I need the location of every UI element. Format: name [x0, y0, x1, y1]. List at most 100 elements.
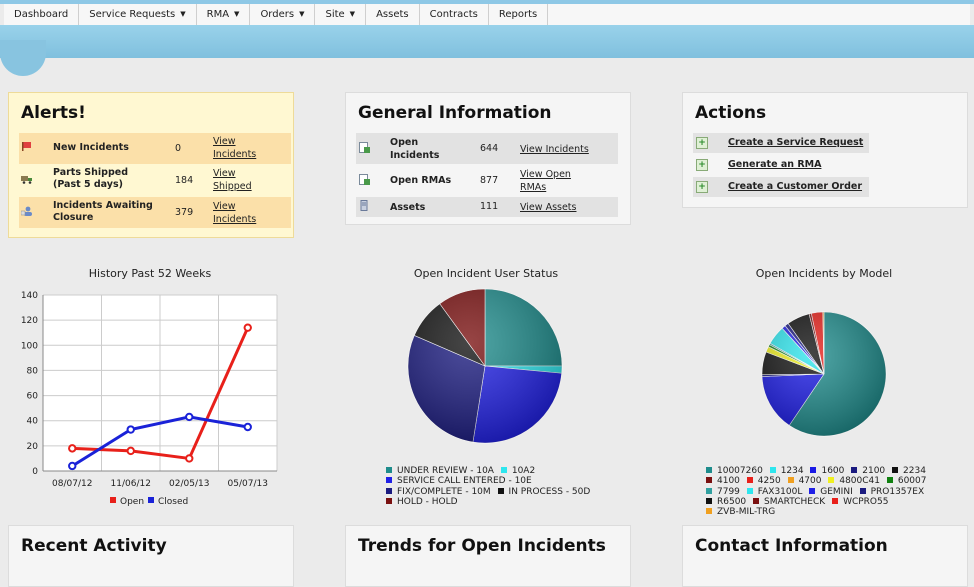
- general-information-title: General Information: [358, 103, 552, 123]
- model-legend: 10007260 1234 1600 2100 2234 4100 4250 4…: [706, 466, 946, 517]
- y-tick-label: 120: [21, 316, 38, 326]
- chevron-down-icon: ▼: [180, 10, 186, 18]
- legend-swatch: [386, 487, 392, 494]
- create-service-request-link[interactable]: Create a Service Request: [728, 137, 864, 148]
- legend-swatch: [832, 497, 839, 504]
- history-chart-title: History Past 52 Weeks: [88, 267, 212, 280]
- nav-reports[interactable]: Reports: [489, 4, 549, 25]
- nav-service-requests[interactable]: Service Requests ▼: [79, 4, 197, 25]
- generate-rma-link[interactable]: Generate an RMA: [728, 159, 822, 170]
- general-information-panel: General Information Open Incidents 644 Vi…: [345, 92, 631, 225]
- legend-item: 4700: [787, 476, 822, 487]
- alerts-title: Alerts!: [21, 103, 86, 123]
- legend-swatch: [746, 477, 753, 484]
- recent-activity-panel: Recent Activity: [8, 525, 294, 587]
- general-label: Open RMAs: [390, 175, 452, 186]
- view-assets-link[interactable]: View Assets: [520, 202, 577, 213]
- legend-swatch: [828, 477, 835, 484]
- legend-label: 7799: [717, 486, 740, 497]
- legend-item: 7799: [706, 487, 740, 497]
- add-icon: +: [696, 159, 708, 171]
- legend-item: 1600: [810, 466, 844, 476]
- general-row-open-rmas: Open RMAs 877 View Open RMAs: [356, 165, 618, 196]
- y-tick-label: 40: [27, 417, 39, 427]
- pie-shading: [762, 312, 886, 436]
- data-point-closed: [68, 461, 77, 471]
- alert-value: 379: [175, 207, 194, 218]
- legend-swatch: [148, 497, 154, 503]
- legend-item: 60007: [886, 476, 927, 487]
- data-point-closed: [185, 412, 194, 422]
- create-customer-order-link[interactable]: Create a Customer Order: [728, 181, 863, 192]
- x-tick-label: 05/07/13: [228, 479, 268, 489]
- legend-item: IN PROCESS - 50D: [497, 486, 591, 497]
- data-point-open: [185, 454, 194, 463]
- legend-item: SERVICE CALL ENTERED - 10E: [386, 476, 532, 486]
- legend-label: 2234: [903, 466, 926, 476]
- legend-swatch: [386, 477, 392, 484]
- main-nav-bar: Dashboard Service Requests ▼ RMA ▼ Orders ▼ Sit…: [4, 4, 970, 26]
- user-status-pie-chart: [407, 288, 563, 444]
- legend-label: PRO1357EX: [870, 486, 925, 497]
- view-open-rmas-link[interactable]: View Open RMAs: [520, 169, 571, 193]
- legend-swatch: [753, 497, 760, 504]
- legend-label: HOLD - HOLD: [397, 496, 458, 507]
- legend-label: SERVICE CALL ENTERED - 10E: [397, 476, 532, 487]
- legend-label: SMARTCHECK: [764, 496, 826, 507]
- alert-value: 0: [175, 143, 182, 154]
- action-create-customer-order[interactable]: + Create a Customer Order: [693, 177, 869, 197]
- action-generate-rma[interactable]: + Generate an RMA: [693, 155, 869, 175]
- legend-item: FAX3100L: [746, 487, 802, 497]
- view-shipped-link[interactable]: View Shipped: [213, 168, 252, 192]
- user-wait-icon: [21, 206, 32, 216]
- nav-assets[interactable]: Assets: [366, 4, 420, 25]
- view-incidents-link[interactable]: View Incidents: [213, 136, 257, 160]
- general-row-open-incidents: Open Incidents 644 View Incidents: [356, 133, 618, 164]
- view-incidents-link[interactable]: View Incidents: [520, 144, 589, 155]
- legend-label: 4700: [798, 476, 822, 487]
- legend-label: 2100: [862, 466, 886, 476]
- legend-label: IN PROCESS - 50D: [508, 486, 591, 497]
- legend-label: Open: [120, 497, 144, 507]
- legend-item: R6500: [706, 497, 746, 507]
- legend-item: WCPRO55: [832, 497, 888, 507]
- y-tick-label: 0: [32, 467, 38, 477]
- view-incidents-link[interactable]: View Incidents: [213, 201, 257, 225]
- legend-swatch: [706, 467, 712, 473]
- legend-item: 4100: [706, 476, 740, 486]
- nav-contracts[interactable]: Contracts: [420, 4, 489, 25]
- legend-label: 10007260: [717, 466, 763, 476]
- user-status-chart-title: Open Incident User Status: [413, 267, 559, 280]
- legend-item: PRO1357EX: [859, 486, 925, 497]
- legend-swatch: [386, 467, 392, 473]
- legend-label: WCPRO55: [843, 496, 889, 507]
- legend-label: 10A2: [511, 466, 536, 476]
- add-icon: +: [696, 181, 708, 193]
- general-value: 877: [480, 175, 499, 186]
- legend-label: ZVB-MIL-TRG: [717, 507, 776, 518]
- rma-doc-icon: [359, 174, 370, 185]
- nav-orders[interactable]: Orders ▼: [250, 4, 316, 25]
- action-create-service-request[interactable]: + Create a Service Request: [693, 133, 869, 153]
- model-chart-title: Open Incidents by Model: [755, 267, 893, 280]
- legend-label: 4100: [717, 476, 740, 487]
- legend-swatch: [706, 477, 712, 484]
- nav-site[interactable]: Site ▼: [315, 4, 367, 25]
- series-line-closed: [71, 415, 249, 468]
- model-pie-chart: [761, 311, 887, 437]
- legend-item: HOLD - HOLD: [386, 497, 458, 507]
- legend-swatch: [892, 467, 899, 473]
- alert-flag-icon: [22, 142, 31, 151]
- legend-label: 60007: [897, 476, 927, 487]
- nav-rma[interactable]: RMA ▼: [197, 4, 251, 25]
- nav-dashboard[interactable]: Dashboard: [4, 4, 80, 25]
- y-tick-label: 80: [27, 366, 39, 376]
- legend-swatch: [497, 487, 504, 494]
- top-accent-bar: [0, 0, 974, 4]
- alert-label: Parts Shipped (Past 5 days): [53, 167, 129, 190]
- series-line-open: [72, 327, 250, 461]
- legend-item: 10A2: [500, 466, 536, 476]
- general-value: 644: [480, 143, 499, 154]
- chevron-down-icon: ▼: [299, 10, 305, 18]
- add-icon: +: [696, 137, 708, 149]
